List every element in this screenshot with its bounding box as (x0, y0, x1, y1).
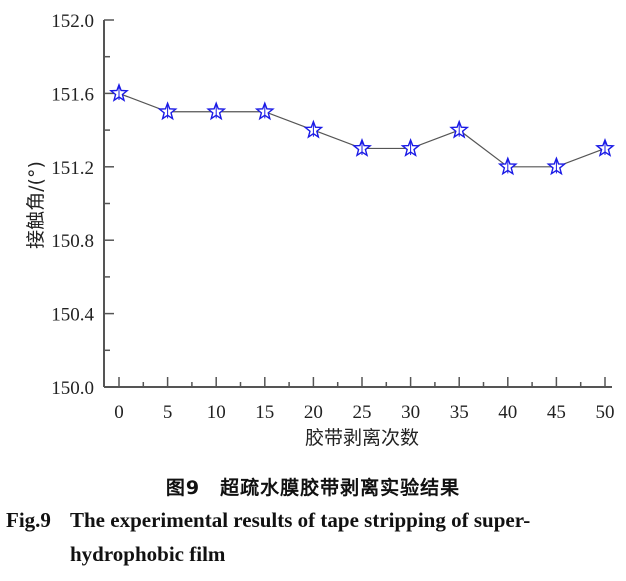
svg-text:5: 5 (163, 402, 173, 423)
figure-caption-english: Fig.9 The experimental results of tape st… (6, 503, 618, 571)
svg-text:15: 15 (255, 402, 274, 423)
y-axis-label: 接触角/(°) (25, 161, 47, 249)
svg-text:20: 20 (304, 402, 323, 423)
line-chart: 150.0 150.4 150.8 151.2 151.6 152.0 0 5 10 15 20 2… (25, 11, 615, 449)
caption-line-2: hydrophobic film (70, 542, 226, 566)
svg-text:151.6: 151.6 (51, 84, 94, 105)
svg-text:45: 45 (547, 402, 566, 423)
svg-text:25: 25 (353, 402, 372, 423)
svg-text:40: 40 (498, 402, 517, 423)
svg-text:150.4: 150.4 (51, 305, 94, 326)
svg-text:150.0: 150.0 (51, 378, 94, 399)
x-axis-label: 胶带剥离次数 (305, 427, 419, 449)
svg-text:151.2: 151.2 (51, 158, 94, 179)
figure-number: Fig.9 (6, 508, 51, 532)
svg-text:35: 35 (450, 402, 469, 423)
caption-line-1: The experimental results of tape strippi… (70, 508, 531, 532)
figure-caption-chinese: 图9 超疏水膜胶带剥离实验结果 (165, 477, 461, 499)
svg-text:152.0: 152.0 (51, 11, 94, 32)
data-series (109, 82, 615, 176)
svg-text:10: 10 (207, 402, 226, 423)
svg-text:50: 50 (596, 402, 615, 423)
svg-text:0: 0 (114, 402, 124, 423)
svg-text:150.8: 150.8 (51, 231, 94, 252)
axes (103, 20, 612, 388)
y-axis-ticks: 150.0 150.4 150.8 151.2 151.6 152.0 (51, 11, 114, 399)
x-axis-ticks: 0 5 10 15 20 25 30 35 40 45 50 (114, 377, 615, 423)
svg-text:30: 30 (401, 402, 420, 423)
